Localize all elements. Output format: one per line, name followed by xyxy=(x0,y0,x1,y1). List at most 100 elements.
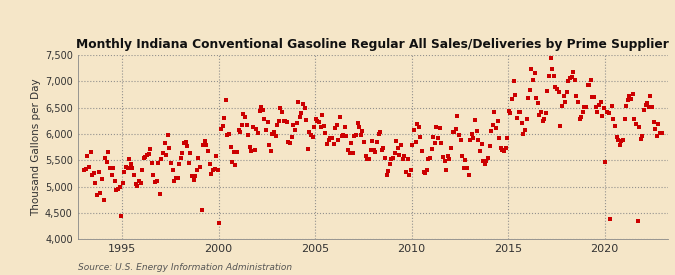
Point xyxy=(632,219,643,223)
Point xyxy=(624,94,635,98)
Point xyxy=(455,137,466,142)
Point xyxy=(629,117,640,122)
Point xyxy=(227,160,238,164)
Point xyxy=(502,136,512,141)
Point xyxy=(106,172,117,177)
Point xyxy=(547,67,558,72)
Point xyxy=(184,161,194,166)
Point xyxy=(95,191,106,196)
Point xyxy=(322,142,333,146)
Point xyxy=(476,142,487,147)
Point xyxy=(330,126,341,130)
Point xyxy=(539,117,549,121)
Point xyxy=(481,159,491,164)
Point xyxy=(510,93,520,98)
Point xyxy=(466,132,477,136)
Point xyxy=(85,150,96,155)
Point xyxy=(572,100,583,104)
Point xyxy=(138,156,149,160)
Point xyxy=(429,141,440,145)
Point xyxy=(483,156,493,160)
Point xyxy=(244,145,255,150)
Point xyxy=(328,142,339,146)
Point xyxy=(350,133,361,137)
Point xyxy=(595,100,606,104)
Point xyxy=(570,78,580,82)
Point xyxy=(171,176,182,181)
Point xyxy=(612,135,622,139)
Point xyxy=(98,198,109,202)
Point xyxy=(251,127,262,132)
Point xyxy=(288,122,299,127)
Point xyxy=(507,97,518,102)
Point xyxy=(564,75,575,80)
Point xyxy=(452,114,463,119)
Point xyxy=(249,148,260,152)
Point xyxy=(580,105,591,109)
Point xyxy=(232,150,242,154)
Point xyxy=(240,115,250,120)
Point xyxy=(392,146,403,151)
Point xyxy=(389,150,400,155)
Point xyxy=(587,95,598,99)
Point xyxy=(92,193,103,197)
Point xyxy=(213,167,223,172)
Point xyxy=(495,146,506,150)
Point xyxy=(431,125,442,129)
Point xyxy=(211,154,221,158)
Point xyxy=(273,119,284,123)
Point xyxy=(434,126,445,131)
Point xyxy=(405,168,416,172)
Point xyxy=(425,156,435,161)
Point xyxy=(394,152,405,157)
Point xyxy=(304,130,315,134)
Point xyxy=(265,149,276,153)
Point xyxy=(515,110,526,114)
Point xyxy=(262,120,273,124)
Point xyxy=(90,181,101,186)
Point xyxy=(234,128,244,132)
Point xyxy=(130,182,141,187)
Point xyxy=(230,163,241,167)
Point xyxy=(437,155,448,159)
Point xyxy=(534,113,545,117)
Point xyxy=(190,174,200,178)
Point xyxy=(269,130,279,134)
Point xyxy=(188,178,199,182)
Point xyxy=(261,128,271,133)
Point xyxy=(108,166,119,170)
Point xyxy=(281,120,292,124)
Point xyxy=(473,138,484,142)
Point xyxy=(381,173,392,177)
Point xyxy=(457,154,468,158)
Point xyxy=(156,157,167,161)
Point xyxy=(378,146,389,150)
Point xyxy=(647,105,657,109)
Point xyxy=(487,123,498,128)
Point xyxy=(101,160,112,164)
Point xyxy=(314,120,325,125)
Point xyxy=(267,132,278,136)
Point xyxy=(82,154,93,158)
Point xyxy=(331,123,342,127)
Point xyxy=(465,138,476,143)
Point xyxy=(416,149,427,153)
Point xyxy=(179,141,190,145)
Point xyxy=(421,168,432,172)
Point xyxy=(278,119,289,123)
Point xyxy=(642,101,653,105)
Point xyxy=(105,166,115,170)
Point xyxy=(516,121,527,125)
Point xyxy=(132,183,142,188)
Text: Source: U.S. Energy Information Administration: Source: U.S. Energy Information Administ… xyxy=(78,263,292,272)
Point xyxy=(346,141,356,145)
Point xyxy=(362,156,373,161)
Point xyxy=(387,156,398,160)
Point xyxy=(182,144,192,148)
Point xyxy=(637,133,648,138)
Point xyxy=(298,102,308,106)
Point xyxy=(356,133,367,138)
Point xyxy=(206,172,217,177)
Point xyxy=(579,104,590,109)
Point xyxy=(172,175,183,180)
